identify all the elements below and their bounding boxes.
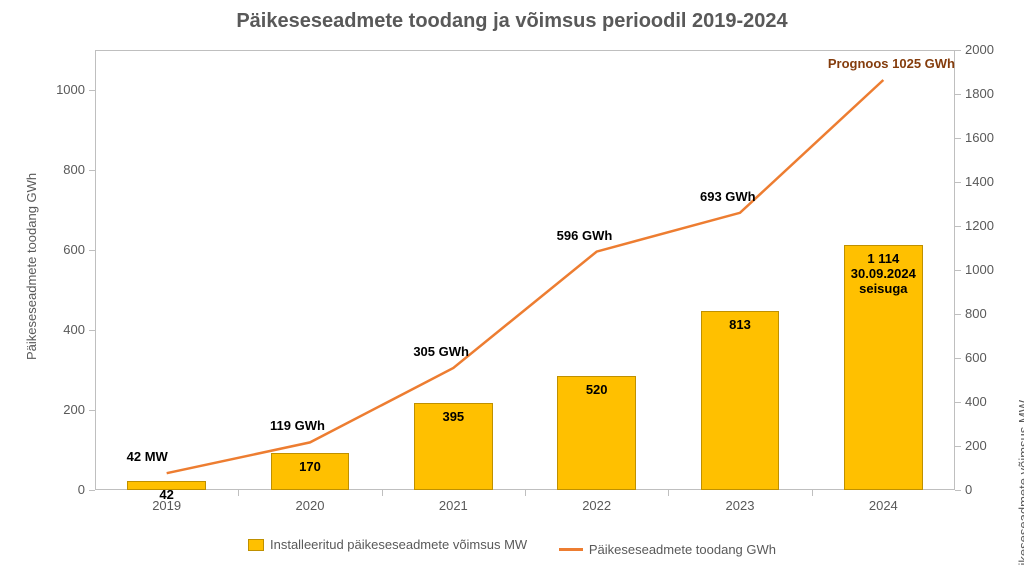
- x-category-label: 2024: [812, 498, 955, 513]
- right-tick-label: 200: [965, 438, 987, 453]
- x-tick-mark: [525, 490, 526, 496]
- left-tick-label: 200: [63, 402, 85, 417]
- bar-value-label: 170: [271, 459, 350, 474]
- right-tick-mark: [955, 270, 961, 271]
- left-tick-label: 1000: [56, 82, 85, 97]
- legend-item-line: Päikeseseadmete toodang GWh: [559, 542, 776, 557]
- bar-value-label: 520: [557, 382, 636, 397]
- right-tick-mark: [955, 50, 961, 51]
- legend-label-bar: Installeeritud päikeseseadmete võimsus M…: [270, 537, 527, 552]
- right-tick-mark: [955, 314, 961, 315]
- x-tick-mark: [238, 490, 239, 496]
- right-tick-label: 800: [965, 306, 987, 321]
- right-tick-mark: [955, 138, 961, 139]
- right-tick-label: 1400: [965, 174, 994, 189]
- bar-value-label: 1 11430.09.2024 seisuga: [844, 251, 923, 296]
- right-tick-label: 1200: [965, 218, 994, 233]
- line-value-label: 42 MW: [127, 449, 168, 464]
- left-tick-mark: [89, 330, 95, 331]
- right-tick-mark: [955, 226, 961, 227]
- plot-area-border: [95, 50, 955, 490]
- chart-title: Päikeseseadmete toodang ja võimsus perio…: [0, 10, 1024, 33]
- right-tick-label: 600: [965, 350, 987, 365]
- left-tick-mark: [89, 250, 95, 251]
- right-tick-mark: [955, 182, 961, 183]
- right-tick-mark: [955, 358, 961, 359]
- left-tick-mark: [89, 170, 95, 171]
- bar-value-label: 813: [701, 317, 780, 332]
- combo-chart: Päikeseseadmete toodang ja võimsus perio…: [0, 0, 1024, 565]
- right-tick-label: 400: [965, 394, 987, 409]
- legend-label-line: Päikeseseadmete toodang GWh: [589, 542, 776, 557]
- x-category-label: 2021: [382, 498, 525, 513]
- left-tick-label: 400: [63, 322, 85, 337]
- right-tick-label: 2000: [965, 42, 994, 57]
- x-category-label: 2020: [238, 498, 381, 513]
- right-tick-label: 1000: [965, 262, 994, 277]
- left-tick-mark: [89, 490, 95, 491]
- x-tick-mark: [812, 490, 813, 496]
- bar-value-label: 395: [414, 409, 493, 424]
- right-tick-mark: [955, 490, 961, 491]
- line-value-label: 119 GWh: [270, 418, 325, 433]
- right-tick-mark: [955, 402, 961, 403]
- right-tick-label: 0: [965, 482, 972, 497]
- left-tick-label: 800: [63, 162, 85, 177]
- right-tick-label: 1600: [965, 130, 994, 145]
- legend: Installeeritud päikeseseadmete võimsus M…: [0, 537, 1024, 557]
- legend-item-bar: Installeeritud päikeseseadmete võimsus M…: [248, 537, 527, 552]
- left-axis-label: Päikeseseadmete toodang GWh: [24, 173, 39, 360]
- left-tick-mark: [89, 410, 95, 411]
- x-tick-mark: [382, 490, 383, 496]
- left-tick-mark: [89, 90, 95, 91]
- line-value-label: 596 GWh: [557, 228, 613, 243]
- line-value-label: 693 GWh: [700, 189, 756, 204]
- line-value-label: Prognoos 1025 GWh: [828, 56, 955, 71]
- right-tick-mark: [955, 94, 961, 95]
- legend-swatch-bar: [248, 539, 264, 551]
- left-tick-label: 600: [63, 242, 85, 257]
- bar: [701, 311, 780, 490]
- x-category-label: 2022: [525, 498, 668, 513]
- legend-swatch-line: [559, 548, 583, 551]
- right-tick-mark: [955, 446, 961, 447]
- bar-value-label: 42: [127, 487, 206, 502]
- line-value-label: 305 GWh: [413, 344, 469, 359]
- x-category-label: 2023: [668, 498, 811, 513]
- x-tick-mark: [668, 490, 669, 496]
- left-tick-label: 0: [78, 482, 85, 497]
- right-tick-label: 1800: [965, 86, 994, 101]
